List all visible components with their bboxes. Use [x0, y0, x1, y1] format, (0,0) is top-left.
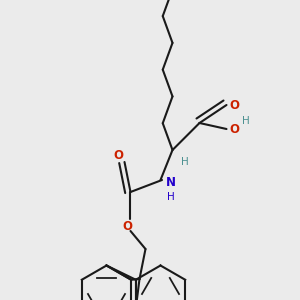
Text: N: N: [166, 176, 176, 190]
Text: O: O: [229, 122, 239, 136]
Text: O: O: [113, 149, 124, 163]
Text: H: H: [181, 157, 188, 167]
Text: H: H: [242, 116, 250, 127]
Text: O: O: [122, 220, 133, 233]
Text: H: H: [167, 191, 175, 202]
Text: O: O: [229, 98, 239, 112]
